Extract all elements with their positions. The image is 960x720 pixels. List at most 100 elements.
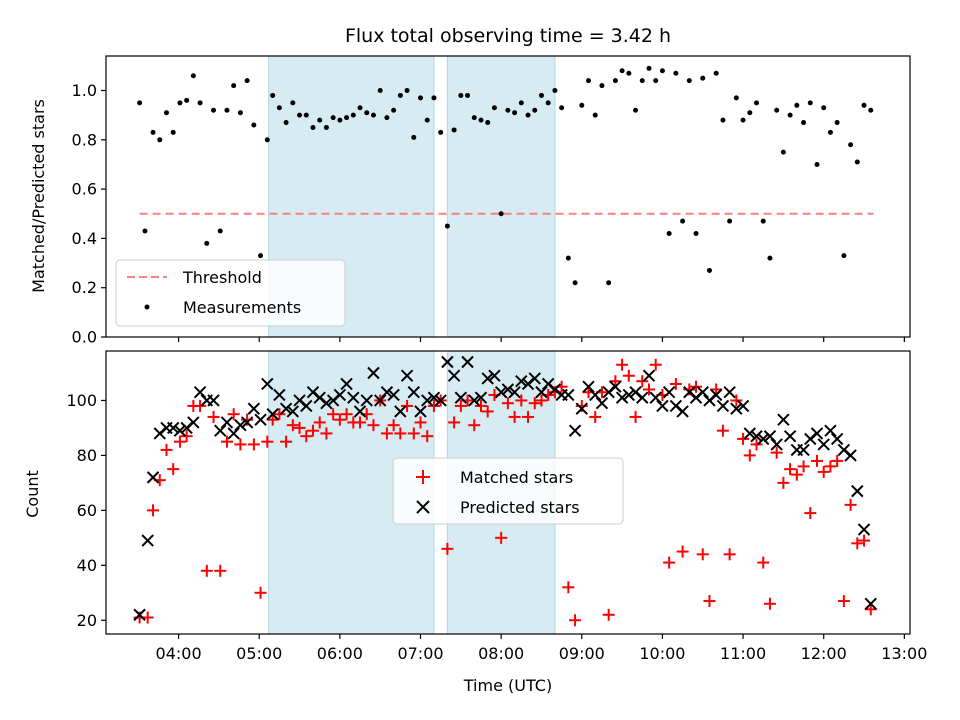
predicted-star-point: [474, 391, 488, 404]
measurement-point: [794, 102, 800, 108]
measurement-point: [491, 105, 497, 111]
measurement-point: [666, 230, 672, 236]
measurement-point: [137, 100, 143, 106]
y-tick-label: 1.0: [72, 81, 97, 100]
predicted-star-point: [830, 432, 844, 446]
measurement-point: [163, 110, 169, 116]
matched-star-point: [200, 564, 213, 577]
measurement-point: [465, 92, 471, 98]
measurement-point: [384, 115, 390, 121]
predicted-star-point: [320, 396, 333, 410]
matched-star-point: [313, 416, 326, 429]
x-tick-label: 13:00: [881, 644, 927, 663]
measurement-point: [552, 88, 558, 94]
measurement-point: [211, 107, 217, 113]
x-axis-label: Time (UTC): [463, 676, 552, 695]
predicted-star-point: [247, 402, 261, 415]
measurement-point: [251, 122, 257, 128]
predicted-star-point: [844, 449, 857, 462]
matched-star-point: [273, 408, 286, 421]
predicted-star-point: [333, 388, 347, 402]
matched-star-point: [703, 595, 716, 608]
matched-star-point: [414, 416, 427, 429]
measurement-point: [224, 107, 230, 113]
measurement-point: [258, 253, 264, 259]
y-tick-label: 0.4: [72, 229, 97, 248]
x-tick-label: 08:00: [478, 644, 524, 663]
predicted-star-point: [743, 427, 756, 440]
y-tick-label: 0.8: [72, 130, 97, 149]
x-tick-label: 05:00: [236, 644, 282, 663]
bottom-legend: Matched stars Predicted stars: [392, 457, 624, 525]
matched-star-point: [710, 383, 723, 396]
matched-star-point: [401, 399, 414, 412]
measurement-point: [599, 83, 605, 89]
matched-star-point: [481, 405, 494, 418]
matched-star-point: [220, 435, 233, 448]
predicted-star-point: [709, 388, 723, 402]
measurement-point: [357, 105, 363, 111]
measurement-point: [646, 65, 652, 71]
matched-star-point: [690, 380, 703, 393]
measurement-point: [680, 218, 686, 224]
measurement-point: [505, 107, 511, 113]
measurement-point: [760, 218, 766, 224]
matched-star-point: [160, 443, 173, 456]
predicted-star-point: [575, 402, 588, 415]
matched-star-point: [194, 399, 207, 412]
matched-star-point: [844, 498, 857, 511]
matched-star-point: [636, 375, 649, 388]
measurement-point: [572, 280, 578, 286]
measurement-point: [498, 211, 504, 217]
predicted-star-point: [494, 386, 508, 399]
matched-star-point: [207, 410, 220, 423]
predicted-star-point: [214, 424, 227, 437]
matched-star-point: [750, 438, 763, 451]
matched-star-point: [508, 410, 521, 423]
predicted-star-point: [173, 424, 187, 437]
measurement-point: [579, 102, 585, 108]
measurement-point: [565, 255, 571, 261]
measurement-point: [821, 105, 827, 111]
matched-star-point: [468, 419, 481, 432]
matched-star-point: [723, 548, 736, 561]
measurement-point: [713, 70, 719, 76]
measurement-point: [170, 129, 176, 135]
predicted-star-point: [166, 421, 180, 435]
measurement-point: [612, 78, 618, 84]
matched-star-point: [234, 438, 247, 451]
matched-star-point: [354, 416, 367, 429]
measurement-point: [471, 115, 477, 121]
measurement-point: [673, 70, 679, 76]
y-tick-label: 80: [77, 446, 97, 465]
matched-star-point: [669, 377, 682, 390]
predicted-star-point: [447, 369, 461, 382]
matched-star-point: [804, 507, 817, 520]
measurement-point: [518, 100, 524, 106]
matched-star-point: [790, 468, 803, 481]
predicted-star-point: [656, 399, 669, 413]
matched-star-point: [421, 430, 434, 443]
measurement-point: [310, 124, 316, 130]
measurement-point: [444, 223, 450, 229]
legend-threshold-label: Threshold: [182, 268, 262, 287]
matched-star-point: [227, 408, 240, 421]
x-tick-label: 07:00: [397, 644, 443, 663]
bottom-data-marks: [133, 355, 877, 627]
measurement-point: [197, 100, 203, 106]
matched-star-point: [448, 416, 461, 429]
predicted-star-point: [783, 429, 797, 443]
predicted-star-point: [193, 386, 207, 399]
measurement-point: [237, 110, 243, 116]
legend-measurements-label: Measurements: [183, 298, 301, 317]
matched-star-point: [569, 614, 582, 627]
matched-star-point: [777, 476, 790, 489]
measurement-point: [157, 137, 163, 143]
measurement-point: [204, 240, 210, 246]
matched-star-point: [427, 399, 440, 412]
predicted-star-point: [481, 372, 494, 385]
legend-matched-swatch: [416, 470, 430, 484]
predicted-star-point: [528, 372, 541, 385]
matched-star-point: [333, 413, 346, 426]
